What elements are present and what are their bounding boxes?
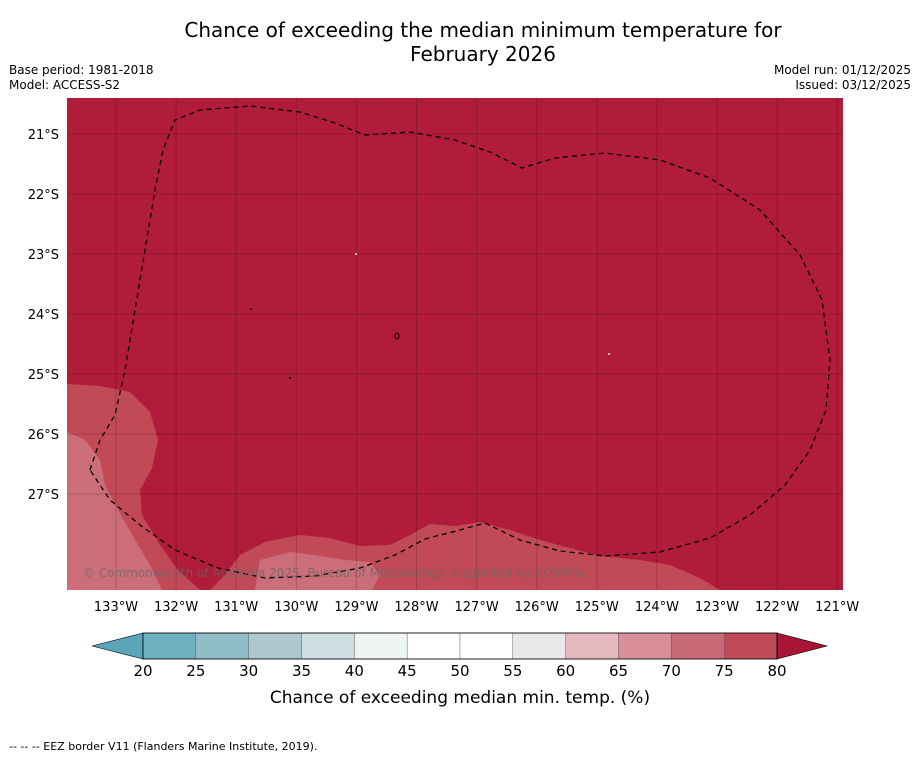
region-70-75-southeast xyxy=(600,576,700,590)
model-name: Model: ACCESS-S2 xyxy=(9,78,121,92)
meta-right: Model run: 01/12/2025 Issued: 03/12/2025 xyxy=(774,63,911,93)
colorbar-segment xyxy=(618,632,672,660)
map-credit: © Commonwealth of Australia 2025, Bureau… xyxy=(83,566,588,580)
map-panel: © Commonwealth of Australia 2025, Bureau… xyxy=(67,98,843,590)
colorbar-ticks: 20 25 30 35 40 45 50 55 60 65 70 75 80 xyxy=(133,662,786,680)
longitude-label: 127°W xyxy=(455,600,499,615)
map-field xyxy=(67,98,843,590)
latitude-label: 24°S xyxy=(28,308,59,323)
latitude-label: 23°S xyxy=(28,248,59,263)
colorbar-tick-label: 75 xyxy=(715,662,734,680)
island xyxy=(608,353,610,355)
colorbar-segment xyxy=(142,632,197,660)
colorbar-segment xyxy=(248,632,302,660)
colorbar-tick-label: 55 xyxy=(503,662,522,680)
colorbar-tick-label: 25 xyxy=(186,662,205,680)
colorbar-segment xyxy=(723,632,778,660)
latitude-label: 26°S xyxy=(28,428,59,443)
base-period: Base period: 1981-2018 xyxy=(9,63,154,77)
colorbar-tick-label: 70 xyxy=(662,662,681,680)
eez-border xyxy=(89,105,831,579)
region-65-70-southwest xyxy=(67,550,92,590)
colorbar-tick-label: 50 xyxy=(450,662,469,680)
longitude-labels: 133°W 132°W 131°W 130°W 129°W 128°W 127°W 126°W… xyxy=(94,600,860,615)
colorbar-extend-high xyxy=(776,632,829,660)
colorbar-extend-low xyxy=(91,632,144,660)
colorbar-segment xyxy=(512,632,566,660)
latitude-labels: 21°S 22°S 23°S 24°S 25°S 26°S 27°S xyxy=(28,128,59,503)
title-line-1: Chance of exceeding the median minimum t… xyxy=(184,18,782,42)
colorbar-segment xyxy=(301,632,355,660)
island xyxy=(289,377,291,379)
longitude-label: 124°W xyxy=(635,600,679,615)
island xyxy=(394,332,400,340)
longitude-label: 132°W xyxy=(154,600,198,615)
colorbar-tick-label: 60 xyxy=(556,662,575,680)
title-line-2: February 2026 xyxy=(410,42,556,66)
longitude-label: 126°W xyxy=(515,600,559,615)
colorbar-segment xyxy=(459,632,514,660)
issued-date: Issued: 03/12/2025 xyxy=(795,78,911,92)
longitude-label: 129°W xyxy=(334,600,378,615)
region-65-70-south xyxy=(255,552,380,590)
latitude-label: 22°S xyxy=(28,188,59,203)
colorbar-tick-label: 40 xyxy=(345,662,364,680)
graticule xyxy=(67,98,843,590)
colorbar-segment xyxy=(406,632,461,660)
model-run: Model run: 01/12/2025 xyxy=(773,63,911,77)
colorbar-tick-label: 65 xyxy=(609,662,628,680)
island xyxy=(355,253,357,255)
latitude-label: 21°S xyxy=(28,128,59,143)
longitude-label: 125°W xyxy=(575,600,619,615)
longitude-label: 121°W xyxy=(815,600,859,615)
longitude-label: 130°W xyxy=(274,600,318,615)
colorbar-title: Chance of exceeding median min. temp. (%… xyxy=(270,688,650,708)
longitude-label: 128°W xyxy=(394,600,438,615)
colorbar-tick-label: 30 xyxy=(239,662,258,680)
longitude-label: 133°W xyxy=(94,600,138,615)
map-title: Chance of exceeding the median minimum t… xyxy=(0,18,919,66)
colorbar-segment xyxy=(565,632,619,660)
colorbar-segment xyxy=(354,632,408,660)
latitude-label: 25°S xyxy=(28,368,59,383)
colorbar-tick-label: 80 xyxy=(767,662,786,680)
island xyxy=(250,308,252,310)
colorbar xyxy=(91,632,829,660)
longitude-label: 123°W xyxy=(695,600,739,615)
longitude-label: 131°W xyxy=(214,600,258,615)
meta-left: Base period: 1981-2018 Model: ACCESS-S2 xyxy=(9,63,154,93)
colorbar-segment xyxy=(671,632,725,660)
colorbar-tick-label: 35 xyxy=(292,662,311,680)
longitude-label: 122°W xyxy=(755,600,799,615)
colorbar-tick-label: 45 xyxy=(398,662,417,680)
colorbar-tick-label: 20 xyxy=(133,662,152,680)
latitude-label: 27°S xyxy=(28,488,59,503)
colorbar-outline xyxy=(142,632,778,660)
colorbar-segment xyxy=(195,632,249,660)
eez-footnote: -- -- -- EEZ border V11 (Flanders Marine… xyxy=(9,740,318,753)
